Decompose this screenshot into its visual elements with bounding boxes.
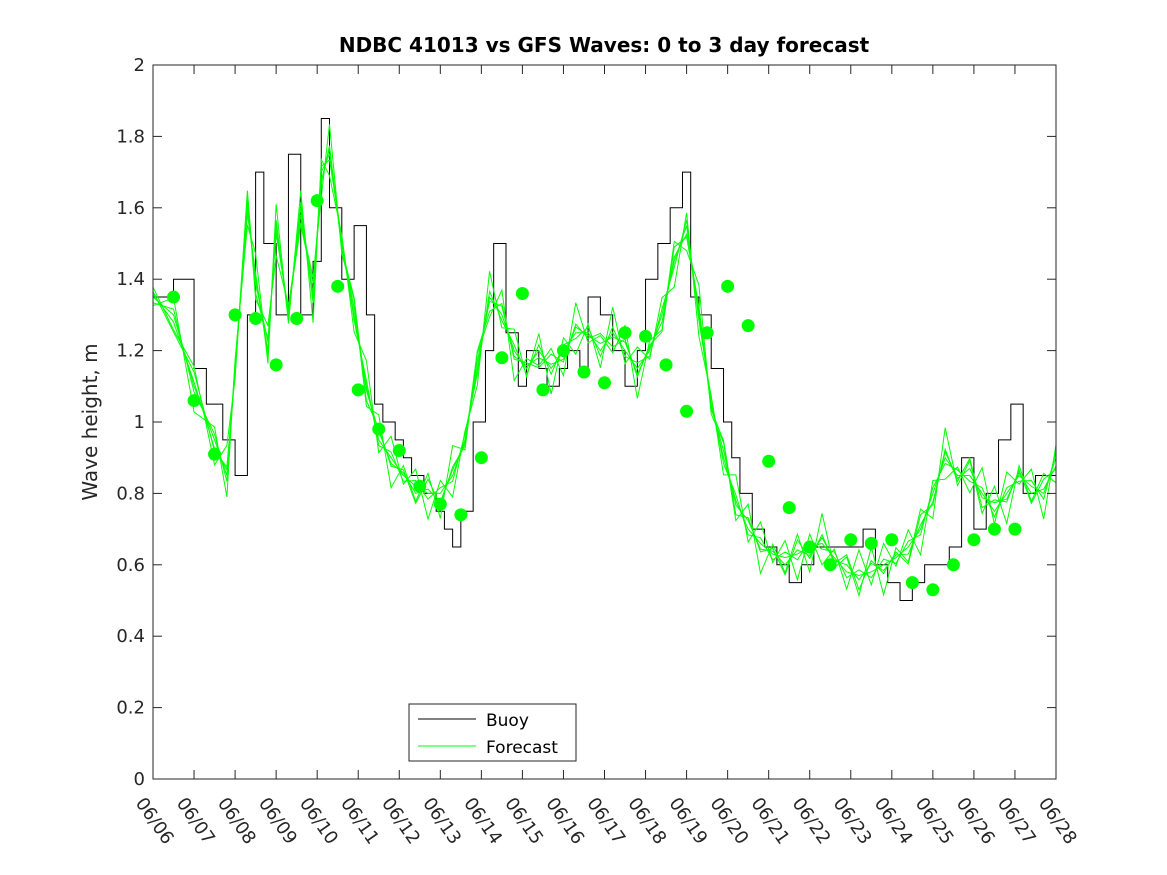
forecast-marker [208,447,222,461]
forecast-marker [967,533,981,547]
forecast-marker [474,451,488,465]
forecast-marker [310,194,324,208]
forecast-marker [392,444,406,458]
forecast-marker [864,536,878,550]
forecast-marker [680,404,694,418]
forecast-marker [905,576,919,590]
y-axis-label: Wave height, m [78,343,102,500]
forecast-marker [823,558,837,572]
plot-area [153,65,1056,779]
forecast-marker [536,383,550,397]
forecast-marker [495,351,509,365]
forecast-marker [987,522,1001,536]
forecast-marker [331,279,345,293]
y-tick-label: 1 [134,412,145,433]
forecast-marker [762,454,776,468]
forecast-marker [803,540,817,554]
forecast-marker [844,533,858,547]
forecast-series [152,124,1057,598]
forecast-marker [228,308,242,322]
legend-forecast-label: Forecast [486,738,558,758]
forecast-marker [946,558,960,572]
forecast-marker [433,497,447,511]
forecast-marker [269,358,283,372]
y-tick-label: 0 [134,769,145,790]
forecast-marker [741,319,755,333]
legend: Buoy Forecast [408,703,577,762]
y-tick-label: 0.6 [116,555,145,576]
forecast-marker [618,326,632,340]
forecast-marker [926,583,940,597]
forecast-marker [167,290,181,304]
forecast-marker [659,358,673,372]
y-axis: 0 0.2 0.4 0.6 0.8 1 1.2 1.4 1.6 1.8 2 [116,55,1056,790]
chart-title: NDBC 41013 vs GFS Waves: 0 to 3 day fore… [339,33,870,57]
y-tick-label: 0.4 [116,626,145,647]
forecast-marker [454,508,468,522]
forecast-markers [167,194,1022,597]
forecast-marker [1008,522,1022,536]
forecast-line [152,124,1057,598]
forecast-marker [515,286,529,300]
forecast-marker [782,501,796,515]
y-tick-label: 1.4 [116,269,145,290]
forecast-marker [187,394,201,408]
y-tick-label: 1.2 [116,341,145,362]
forecast-marker [700,326,714,340]
forecast-marker [290,311,304,325]
y-tick-label: 0.2 [116,698,145,719]
forecast-marker [351,383,365,397]
legend-buoy-label: Buoy [486,711,529,731]
forecast-marker [577,365,591,379]
y-tick-label: 2 [134,55,145,76]
forecast-line [152,148,1057,581]
y-tick-label: 0.8 [116,483,145,504]
forecast-marker [372,422,386,436]
forecast-marker [556,344,570,358]
legend-box [408,703,577,762]
forecast-marker [249,311,263,325]
forecast-marker [885,533,899,547]
y-tick-label: 1.6 [116,198,145,219]
forecast-marker [721,279,735,293]
forecast-line [152,157,1057,591]
forecast-marker [413,479,427,493]
forecast-marker [639,329,653,343]
forecast-marker [598,376,611,390]
y-tick-label: 1.8 [116,126,145,147]
